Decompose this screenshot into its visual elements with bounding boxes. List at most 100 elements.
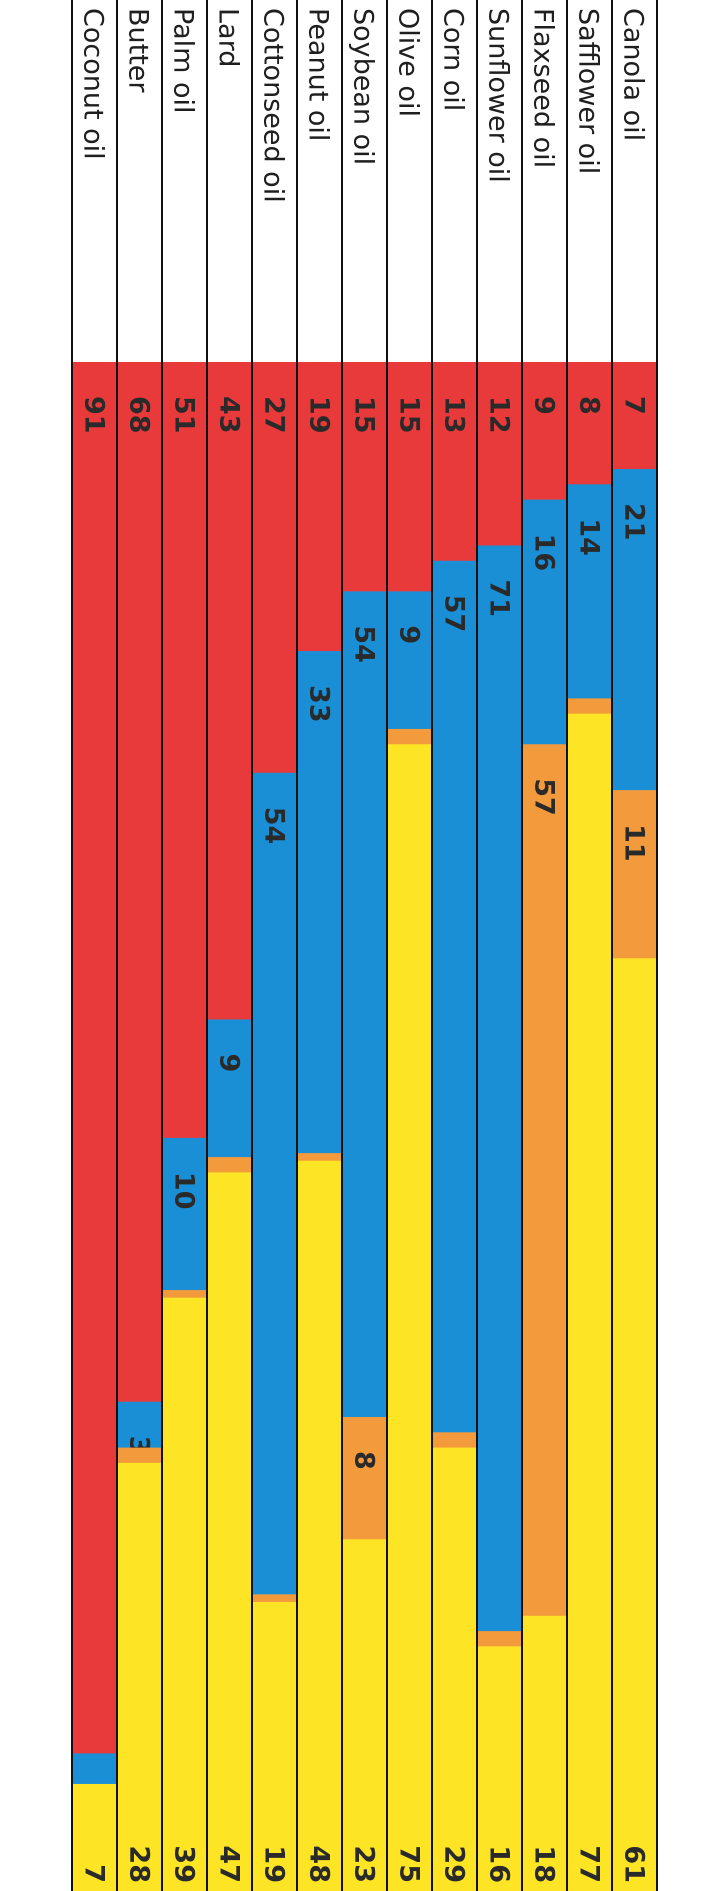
data-label: 23 (349, 1845, 380, 1883)
data-label: 12 (484, 396, 515, 434)
category-label: Butter (123, 8, 154, 93)
data-label: 39 (169, 1845, 200, 1883)
bar-segment (477, 362, 522, 546)
data-label: 13 (439, 396, 470, 434)
bar-segment (297, 1160, 342, 1891)
data-label: 8 (574, 396, 605, 415)
category-label: Olive oil (393, 8, 424, 117)
bar-segment (612, 958, 657, 1891)
data-label: 75 (394, 1845, 425, 1883)
bar-segment (567, 713, 612, 1891)
data-label: 57 (529, 778, 560, 816)
category-label: Corn oil (438, 8, 469, 111)
bar-segment (162, 362, 207, 1139)
data-label: 9 (529, 396, 560, 415)
bar-segment (432, 1432, 477, 1449)
data-label: 27 (259, 396, 290, 434)
data-label: 9 (214, 1053, 245, 1072)
data-label: 29 (439, 1845, 470, 1883)
bar-segment (567, 362, 612, 485)
data-label: 9 (394, 625, 425, 644)
bar-segment (162, 1137, 207, 1291)
data-label: 54 (259, 807, 290, 845)
bar-segment (432, 362, 477, 562)
bar-segment (207, 1157, 252, 1173)
category-label: Cottonseed oil (258, 8, 289, 203)
data-label: 8 (349, 1451, 380, 1470)
data-label: 28 (124, 1845, 155, 1883)
bar-segment (387, 728, 432, 745)
bar-segment (477, 1631, 522, 1647)
category-label: Flaxseed oil (528, 8, 559, 168)
bar-segment (252, 772, 297, 1595)
category-label: Soybean oil (348, 8, 379, 165)
bar-segment (117, 362, 162, 1403)
bar-segment (342, 362, 387, 592)
data-label: 91 (79, 396, 110, 434)
category-label: Safflower oil (573, 8, 604, 174)
bar-segment (522, 744, 567, 1617)
data-label: 7 (79, 1864, 110, 1883)
data-label: 14 (574, 518, 605, 556)
data-label: 43 (214, 396, 245, 434)
data-label: 10 (169, 1172, 200, 1210)
bar-segment (567, 698, 612, 715)
data-label: 19 (259, 1845, 290, 1883)
data-label: 57 (439, 595, 470, 633)
data-label: 11 (619, 824, 650, 862)
bar-segment (522, 499, 567, 745)
data-label: 47 (214, 1845, 245, 1883)
bar-segment (117, 1462, 162, 1891)
bar-segment (72, 1753, 117, 1785)
category-label: Palm oil (168, 8, 199, 114)
bar-segment (432, 1447, 477, 1891)
bar-segment (612, 790, 657, 959)
bar-segment (342, 1417, 387, 1540)
bar-segment (387, 362, 432, 592)
category-label: Sunflower oil (483, 8, 514, 183)
data-label: 21 (619, 503, 650, 541)
bar-segment (612, 362, 657, 470)
bar-segment (567, 484, 612, 699)
bar-segment (72, 362, 117, 1754)
data-label: 68 (124, 396, 155, 434)
bar-segment (297, 651, 342, 1154)
data-label: 71 (484, 579, 515, 617)
bar-segment (612, 469, 657, 791)
data-label: 48 (304, 1845, 335, 1883)
data-label: 15 (394, 396, 425, 434)
data-label: 54 (349, 625, 380, 663)
data-label: 61 (619, 1845, 650, 1883)
category-label: Peanut oil (303, 8, 334, 141)
data-label: 15 (349, 396, 380, 434)
bar-segment (162, 1297, 207, 1891)
data-label: 77 (574, 1845, 605, 1883)
bar-segment (477, 1646, 522, 1891)
category-label: Lard (213, 8, 244, 67)
data-label: 16 (484, 1845, 515, 1883)
data-label: 18 (529, 1845, 560, 1883)
bar-segment (297, 1153, 342, 1162)
data-label: 16 (529, 534, 560, 572)
bar-segment (387, 591, 432, 730)
bar-segment (117, 1401, 162, 1449)
bar-segment (252, 1601, 297, 1891)
category-label: Coconut oil (78, 8, 109, 160)
data-label: 51 (169, 396, 200, 434)
bar-segment (522, 1615, 567, 1891)
bar-segment (117, 1447, 162, 1464)
data-label: 7 (619, 396, 650, 415)
bar-segment (477, 545, 522, 1632)
bar-segment (297, 362, 342, 652)
bar-segment (252, 362, 297, 774)
bar-segment (72, 1783, 117, 1891)
bar-segment (207, 1172, 252, 1891)
bar-segment (342, 1539, 387, 1891)
bar-segment (432, 560, 477, 1433)
data-label: 33 (304, 685, 335, 723)
bar-segment (207, 1019, 252, 1158)
bar-segment (207, 362, 252, 1020)
bar-segment (387, 744, 432, 1891)
